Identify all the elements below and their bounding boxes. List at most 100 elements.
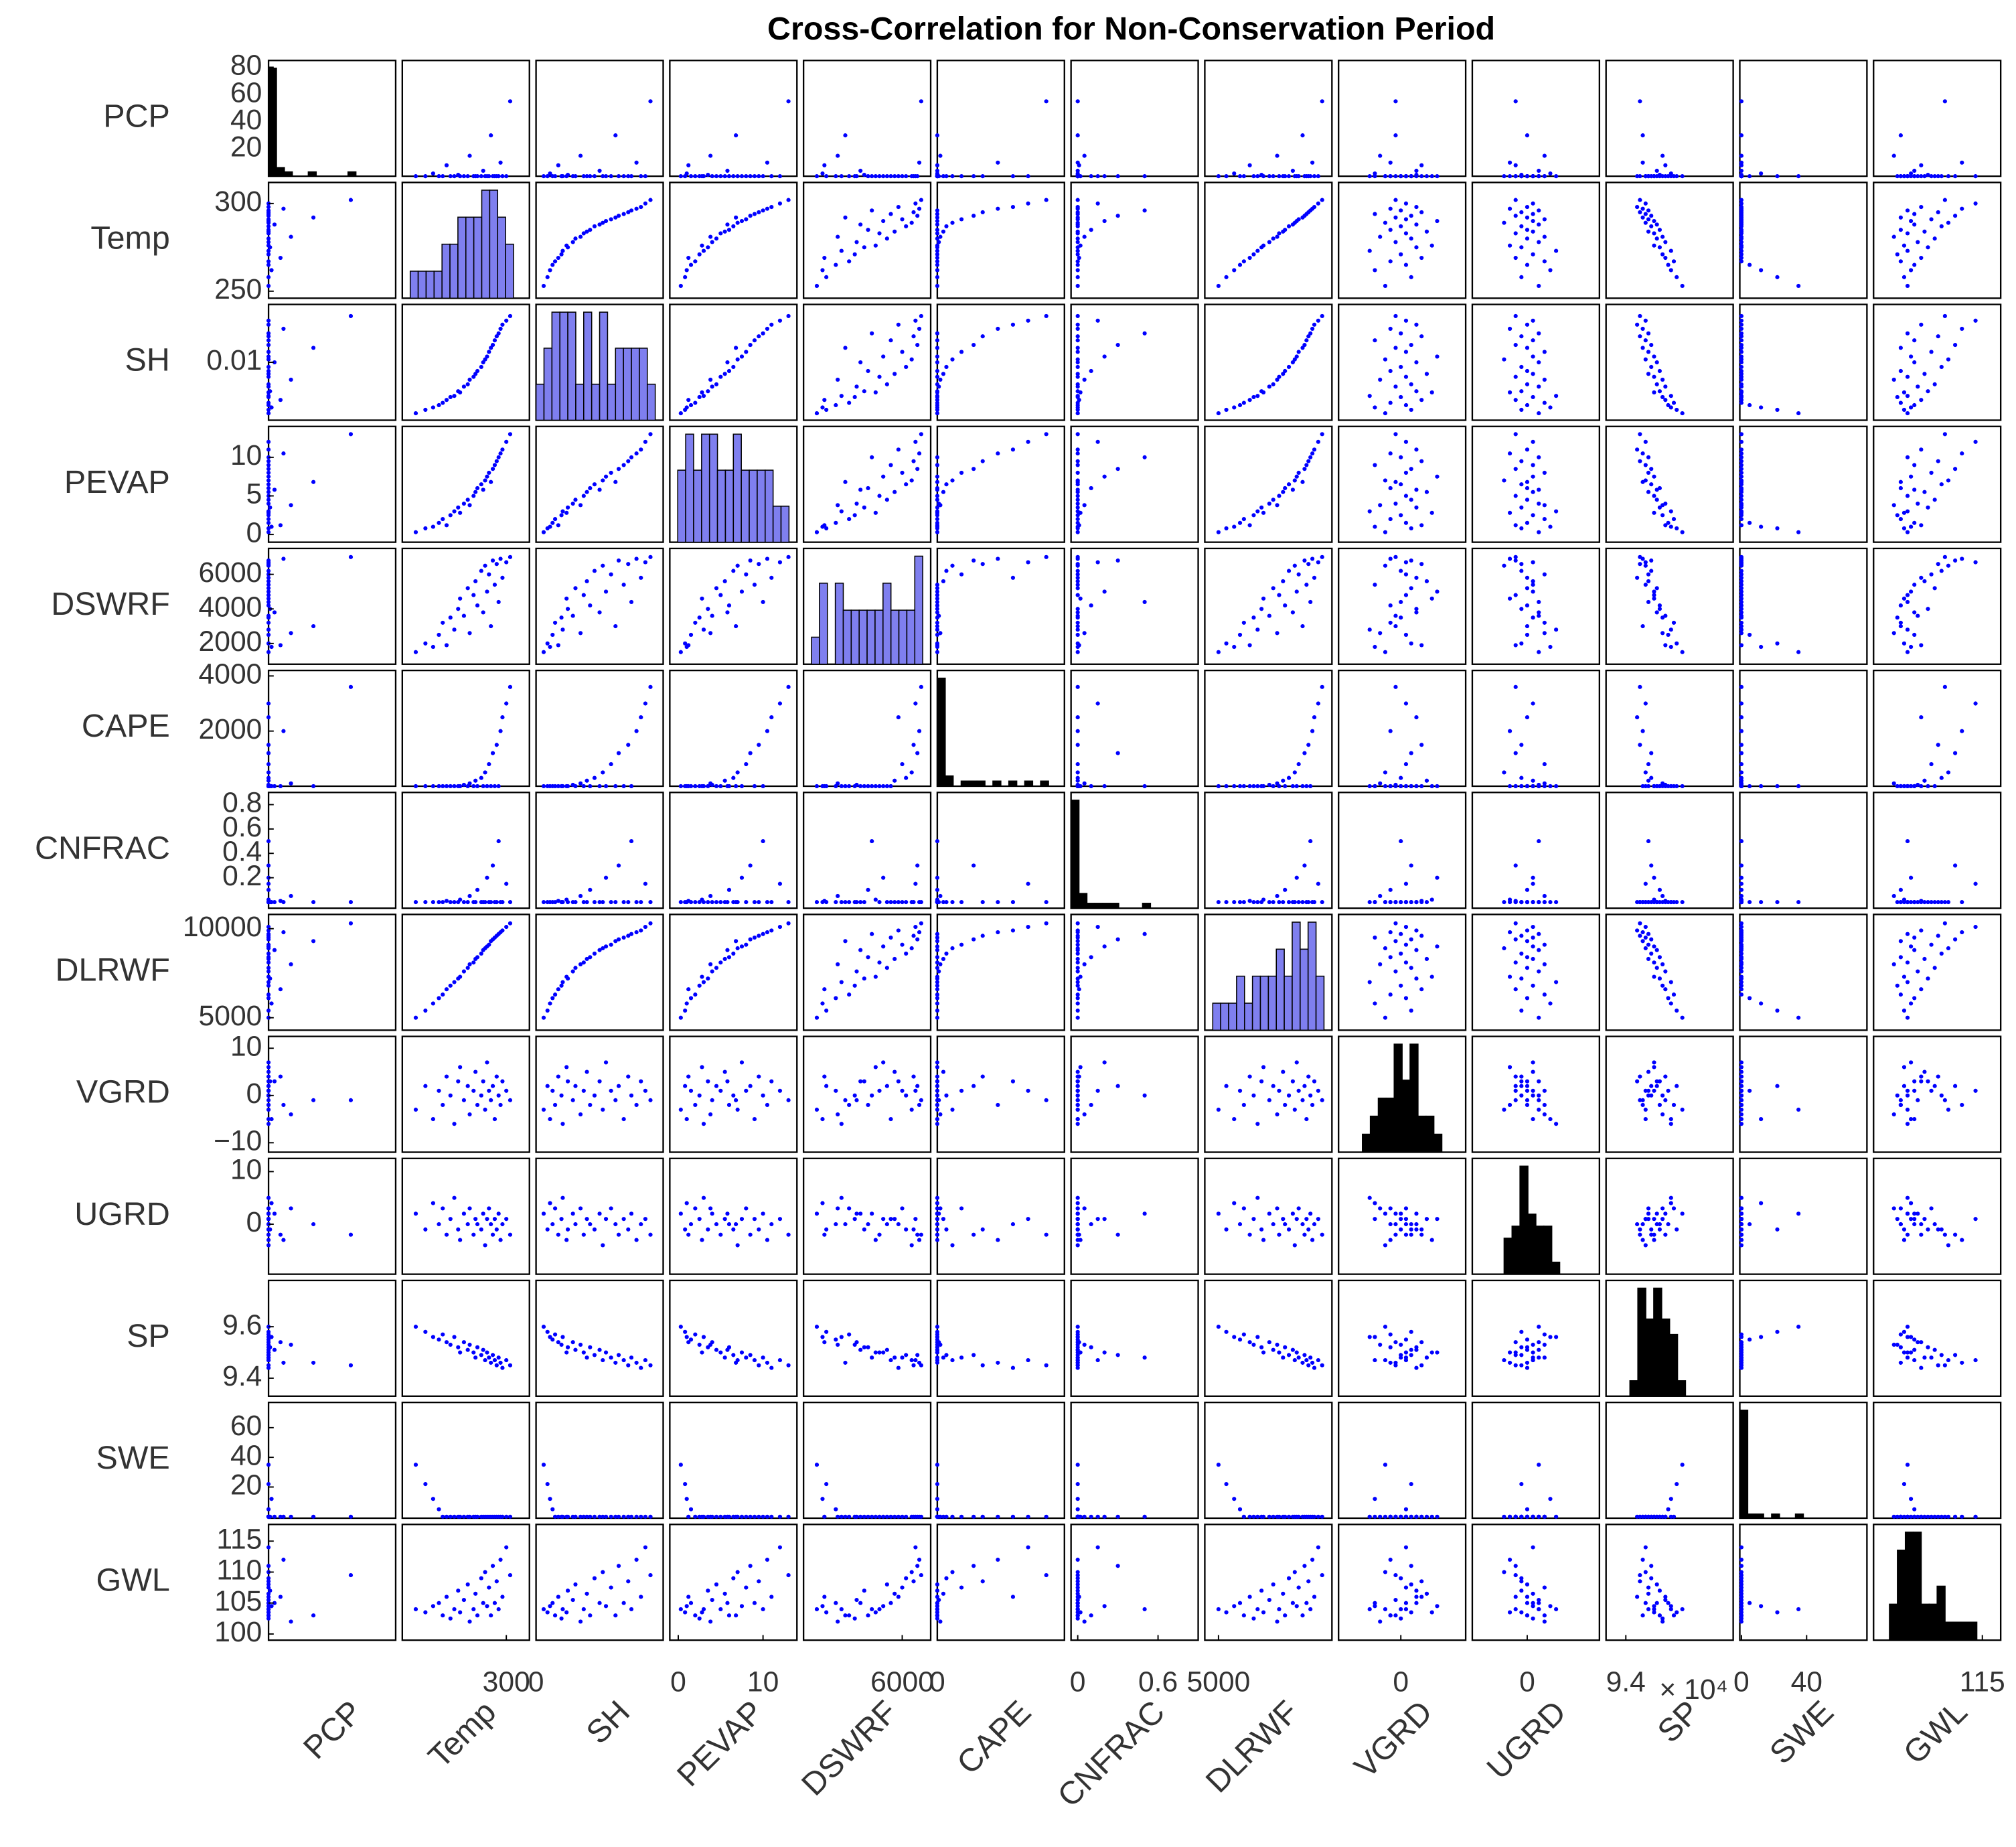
scatter-point xyxy=(1429,174,1434,179)
scatter-point xyxy=(1095,174,1100,179)
scatter-point xyxy=(686,1074,691,1079)
scatter-point xyxy=(441,992,445,997)
scatter-point xyxy=(1891,503,1896,508)
scatter-point xyxy=(697,252,702,256)
scatter-point xyxy=(1531,1357,1535,1363)
scatter-point xyxy=(1251,899,1256,905)
scatter-point xyxy=(678,1107,683,1112)
scatter-point xyxy=(1946,563,1951,568)
scatter-point xyxy=(559,1217,564,1222)
scatter-point xyxy=(508,1363,513,1368)
scatter-point xyxy=(461,969,467,974)
scatter-point xyxy=(1739,1601,1744,1605)
scatter-point xyxy=(1898,479,1903,484)
scatter-point xyxy=(1891,1112,1896,1117)
scatter-point xyxy=(1646,229,1651,234)
scatter-point xyxy=(626,1579,631,1584)
scatter-point xyxy=(684,405,689,410)
histogram-bar xyxy=(567,311,576,421)
scatter-point xyxy=(1898,1332,1903,1337)
scatter-point xyxy=(1946,174,1951,179)
panel-frame xyxy=(1739,303,1868,421)
scatter-point xyxy=(1075,1613,1080,1618)
scatter-point xyxy=(1026,1357,1030,1363)
scatter-point xyxy=(836,1514,840,1519)
scatter-point xyxy=(1936,1074,1940,1079)
scatter-point xyxy=(1643,338,1648,343)
scatter-point xyxy=(1296,1206,1301,1211)
scatter-point xyxy=(1320,1232,1324,1237)
scatter-point xyxy=(1261,1065,1266,1069)
scatter-point xyxy=(496,1211,501,1216)
scatter-point xyxy=(1142,1093,1147,1098)
panel-frame xyxy=(1739,1401,1868,1520)
scatter-point xyxy=(1663,240,1668,244)
scatter-point xyxy=(348,555,354,559)
scatter-point xyxy=(508,99,513,104)
scatter-point xyxy=(485,1604,489,1609)
scatter-point xyxy=(1548,268,1553,273)
scatter-point xyxy=(559,615,564,620)
scatter-point xyxy=(1296,572,1301,577)
scatter-point xyxy=(1666,996,1671,1001)
scatter-point xyxy=(1277,174,1282,179)
scatter-point xyxy=(1654,1084,1659,1088)
scatter-point xyxy=(1026,201,1030,206)
scatter-point xyxy=(1953,174,1958,179)
scatter-point xyxy=(938,1619,943,1624)
scatter-point xyxy=(1373,1497,1377,1501)
scatter-point xyxy=(601,478,605,483)
scatter-point xyxy=(1531,218,1535,224)
scatter-point xyxy=(475,368,480,374)
histogram-bar xyxy=(1944,1621,1954,1641)
scatter-point xyxy=(959,174,964,179)
scatter-point xyxy=(1660,781,1665,786)
scatter-point xyxy=(266,881,271,886)
scatter-point xyxy=(834,1337,838,1342)
panel-frame xyxy=(535,792,664,909)
scatter-point xyxy=(824,526,829,530)
scatter-point xyxy=(935,1582,940,1587)
scatter-point xyxy=(492,463,497,467)
scatter-point xyxy=(1281,490,1286,494)
scatter-point xyxy=(1142,1355,1147,1360)
scatter-point xyxy=(1916,1340,1920,1345)
row-label: PCP xyxy=(103,98,170,135)
scatter-point xyxy=(1089,955,1093,960)
scatter-point xyxy=(1247,1595,1252,1599)
scatter-point xyxy=(1635,1222,1640,1227)
scatter-point xyxy=(448,899,453,905)
scatter-point xyxy=(786,899,791,905)
scatter-point xyxy=(935,1595,940,1599)
scatter-point xyxy=(972,1514,976,1519)
scatter-point xyxy=(1308,1093,1313,1098)
scatter-point xyxy=(266,283,271,289)
scatter-point xyxy=(1513,163,1518,167)
scatter-point xyxy=(752,935,757,940)
scatter-point xyxy=(904,1514,909,1519)
scatter-point xyxy=(1926,1079,1930,1084)
scatter-point xyxy=(266,980,271,984)
scatter-point xyxy=(1895,1342,1899,1347)
scatter-point xyxy=(1660,394,1665,399)
scatter-point xyxy=(1919,1232,1924,1237)
scatter-point xyxy=(1095,439,1100,444)
scatter-point xyxy=(959,1206,964,1211)
scatter-point xyxy=(836,503,840,508)
scatter-point xyxy=(1654,360,1659,365)
scatter-point xyxy=(935,228,940,232)
scatter-point xyxy=(735,174,740,179)
scatter-point xyxy=(1275,631,1280,636)
scatter-point xyxy=(266,494,271,498)
scatter-point xyxy=(616,558,621,563)
scatter-point xyxy=(1409,784,1413,789)
scatter-point xyxy=(1739,331,1744,336)
scatter-point xyxy=(613,479,618,484)
scatter-point xyxy=(1905,838,1910,844)
scatter-point xyxy=(467,153,472,158)
scatter-point xyxy=(1241,516,1246,522)
scatter-point xyxy=(1373,524,1377,529)
scatter-point xyxy=(1542,503,1547,508)
scatter-point xyxy=(1531,1591,1535,1596)
scatter-point xyxy=(1638,1514,1642,1519)
